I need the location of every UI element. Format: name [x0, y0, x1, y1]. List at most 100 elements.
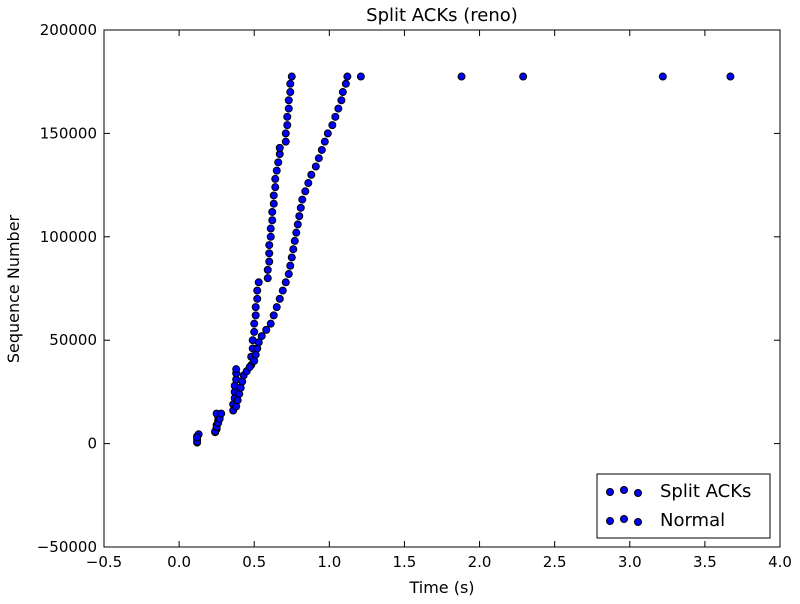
data-point [519, 72, 528, 81]
data-point [268, 216, 277, 225]
x-tick-label: 4.0 [768, 553, 792, 571]
data-point [334, 104, 343, 113]
legend-label-normal: Normal [660, 510, 725, 531]
data-point [278, 286, 287, 295]
data-point [307, 170, 316, 179]
legend: Split ACKs Normal [596, 473, 771, 539]
data-point [283, 112, 292, 121]
data-point [286, 88, 295, 97]
data-point [253, 294, 262, 303]
series-normal [193, 72, 735, 446]
data-point [284, 96, 293, 105]
x-tick-label: −0.5 [86, 553, 122, 571]
data-point [251, 303, 260, 312]
data-point [232, 365, 241, 374]
data-point [272, 303, 281, 312]
data-point [263, 274, 272, 283]
data-point [287, 72, 296, 81]
data-point [266, 232, 275, 241]
legend-label-split-acks: Split ACKs [660, 481, 751, 502]
y-tick-label: 0 [87, 435, 97, 453]
data-point [193, 433, 202, 442]
data-point [268, 207, 277, 216]
data-point [337, 96, 346, 105]
data-point [254, 338, 263, 347]
x-tick-label: 2.5 [543, 553, 567, 571]
legend-marker [620, 515, 628, 523]
data-point [251, 311, 260, 320]
x-tick-label: 1.5 [393, 553, 417, 571]
legend-marker [606, 488, 614, 496]
legend-marker [620, 486, 628, 494]
data-point [283, 121, 292, 130]
data-point [271, 183, 280, 192]
data-point [265, 249, 274, 258]
x-tick-label: 0.0 [167, 553, 191, 571]
data-point [281, 278, 290, 287]
x-tick-label: 3.5 [693, 553, 717, 571]
x-tick-label: 1.0 [317, 553, 341, 571]
data-point [269, 311, 278, 320]
data-point [341, 79, 350, 88]
data-point [217, 409, 226, 418]
data-point [658, 72, 667, 81]
data-point [304, 179, 313, 188]
data-point [286, 261, 295, 270]
y-tick-label: 150000 [40, 124, 97, 142]
data-point [269, 199, 278, 208]
data-point [274, 158, 283, 167]
data-point [269, 191, 278, 200]
data-point [298, 195, 307, 204]
data-point [281, 129, 290, 138]
data-point [338, 88, 347, 97]
data-point [250, 327, 259, 336]
data-point [320, 137, 329, 146]
points-layer [193, 72, 735, 447]
legend-marker [606, 517, 614, 525]
data-point [266, 319, 275, 328]
data-point [301, 187, 310, 196]
data-point [286, 79, 295, 88]
data-point [331, 112, 340, 121]
x-tick-label: 3.0 [618, 553, 642, 571]
legend-marker [634, 489, 642, 497]
series-split-acks [193, 72, 296, 447]
data-point [293, 220, 302, 229]
y-tick-label: −50000 [37, 538, 97, 556]
data-point [289, 245, 298, 254]
data-point [250, 319, 259, 328]
data-point [257, 332, 266, 341]
data-point [275, 143, 284, 152]
data-point [328, 121, 337, 130]
data-point [287, 253, 296, 262]
x-axis-label: Time (s) [408, 578, 474, 597]
data-point [271, 174, 280, 183]
data-point [253, 286, 262, 295]
y-tick-label: 100000 [40, 228, 97, 246]
data-point [265, 241, 274, 250]
data-point [457, 72, 466, 81]
data-point [296, 203, 305, 212]
y-tick-label: 200000 [40, 21, 97, 39]
data-point [284, 270, 293, 279]
chart-title: Split ACKs (reno) [366, 5, 518, 26]
data-point [343, 72, 352, 81]
data-point [254, 278, 263, 287]
data-point [263, 265, 272, 274]
x-tick-label: 2.0 [468, 553, 492, 571]
data-point [726, 72, 735, 81]
ticks-layer: −0.5 0.0 0.5 1.0 1.5 2.0 2.5 3.0 3.5 4.0 −50000 0 50… [37, 21, 792, 571]
y-tick-label: 50000 [49, 331, 97, 349]
data-point [290, 236, 299, 245]
data-point [317, 145, 326, 154]
data-point [265, 257, 274, 266]
data-point [295, 212, 304, 221]
data-point [245, 363, 254, 372]
plot-frame [103, 29, 781, 548]
data-point [266, 224, 275, 233]
legend-box [596, 473, 771, 539]
data-point [262, 325, 271, 334]
data-point [292, 228, 301, 237]
data-point [314, 154, 323, 163]
